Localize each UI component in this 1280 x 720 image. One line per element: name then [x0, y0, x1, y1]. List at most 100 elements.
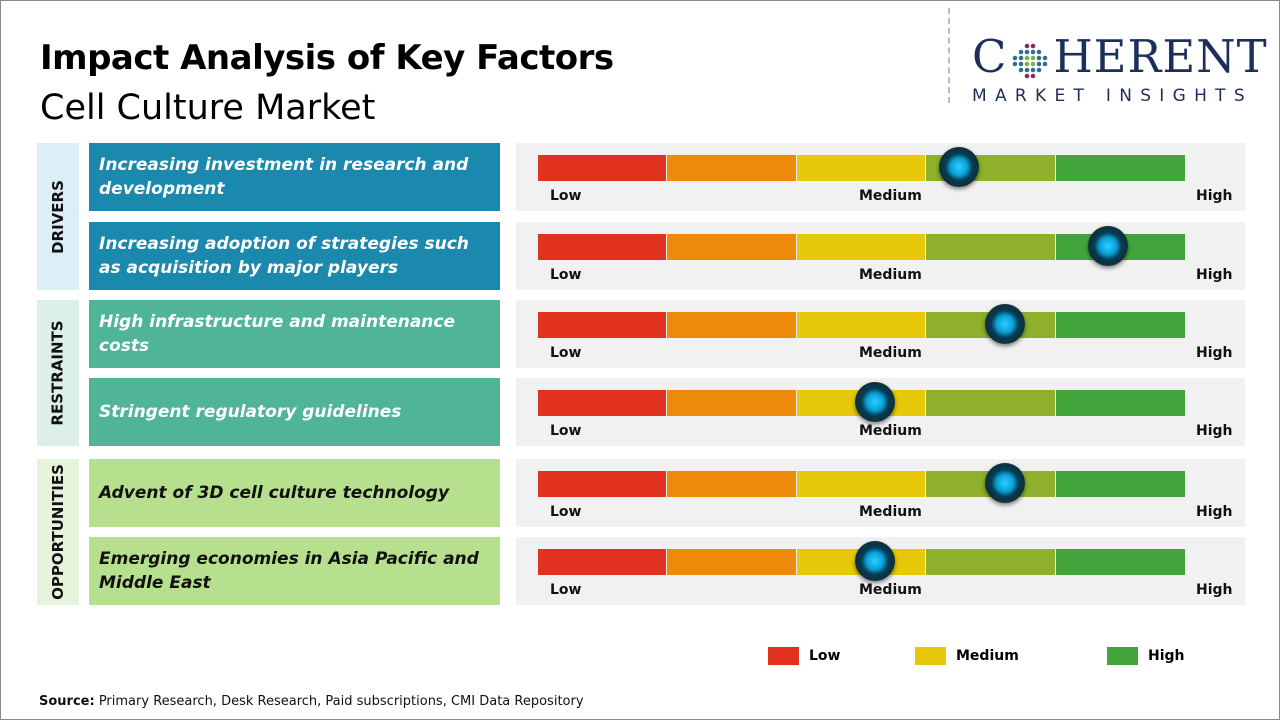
legend-low: Low [768, 647, 840, 665]
scale-low-label: Low [550, 345, 582, 361]
impact-gauge: Low Medium High [516, 143, 1245, 211]
logo-dot [1037, 67, 1042, 72]
logo-dot [1025, 55, 1030, 60]
logo-dot [1043, 61, 1048, 66]
factor-label: Increasing investment in research and de… [89, 143, 500, 211]
factor-label: Stringent regulatory guidelines [89, 378, 500, 446]
impact-gauge: Low Medium High [516, 300, 1245, 368]
logo-dot [1025, 61, 1030, 66]
factor-label: Advent of 3D cell culture technology [89, 459, 500, 527]
gauge-segment [538, 390, 666, 416]
logo-dot [1043, 55, 1048, 60]
gauge-segment [1056, 549, 1185, 575]
gauge-segment [797, 471, 925, 497]
logo-dot [1013, 55, 1018, 60]
scale-low-label: Low [550, 267, 582, 283]
legend-swatch [915, 647, 946, 665]
logo: C HERENT MARKET INSIGHTS [948, 8, 1270, 106]
source-note: Source: Primary Research, Desk Research,… [39, 694, 584, 709]
scale-low-label: Low [550, 504, 582, 520]
scale-high-label: High [1196, 345, 1233, 361]
category-label: OPPORTUNITIES [49, 464, 67, 600]
scale-medium-label: Medium [859, 267, 922, 283]
gauge-segment [1056, 312, 1185, 338]
impact-marker [939, 147, 980, 187]
logo-tagline: MARKET INSIGHTS [972, 86, 1253, 106]
page-title: Impact Analysis of Key Factors [40, 38, 614, 78]
logo-dot [1037, 55, 1042, 60]
scale-medium-label: Medium [859, 188, 922, 204]
scale-medium-label: Medium [859, 582, 922, 598]
category-drivers: DRIVERS [37, 143, 79, 290]
logo-dot [1037, 61, 1042, 66]
gauge-segment [797, 155, 925, 181]
scale-medium-label: Medium [859, 504, 922, 520]
category-label: DRIVERS [49, 179, 68, 254]
impact-gauge: Low Medium High [516, 459, 1245, 527]
logo-dot [1031, 43, 1036, 48]
gauge-segment [926, 390, 1055, 416]
gauge-segment [667, 155, 796, 181]
category-label: RESTRAINTS [49, 320, 68, 426]
logo-dot [1019, 55, 1024, 60]
scale-low-label: Low [550, 582, 582, 598]
category-restraints: RESTRAINTS [37, 300, 79, 446]
impact-marker [1088, 226, 1129, 266]
impact-gauge: Low Medium High [516, 537, 1245, 605]
globe-dots-icon [1013, 43, 1048, 78]
scale-high-label: High [1196, 582, 1233, 598]
scale-medium-label: Medium [859, 345, 922, 361]
gauge-segment [667, 312, 796, 338]
impact-marker [854, 382, 895, 422]
legend-swatch [768, 647, 799, 665]
logo-dot [1025, 43, 1030, 48]
logo-dot [1031, 73, 1036, 78]
logo-dot [1013, 61, 1018, 66]
scale-high-label: High [1196, 267, 1233, 283]
logo-dot [1025, 67, 1030, 72]
gauge-segment [667, 390, 796, 416]
gauge-segment [538, 549, 666, 575]
legend-medium: Medium [915, 647, 1019, 665]
logo-dot [1019, 61, 1024, 66]
gauge-segment [667, 549, 796, 575]
gauge-segment [797, 234, 925, 260]
logo-dot [1031, 55, 1036, 60]
gauge-segment [1056, 390, 1185, 416]
scale-high-label: High [1196, 188, 1233, 204]
gauge-segment [538, 234, 666, 260]
factor-label: High infrastructure and maintenance cost… [89, 300, 500, 368]
page-subtitle: Cell Culture Market [40, 88, 376, 128]
gauge-segment [926, 234, 1055, 260]
logo-dot [1025, 49, 1030, 54]
impact-gauge: Low Medium High [516, 222, 1245, 290]
logo-dot [1031, 67, 1036, 72]
logo-dot [1019, 67, 1024, 72]
scale-low-label: Low [550, 423, 582, 439]
gauge-segment [538, 471, 666, 497]
impact-marker [984, 463, 1025, 503]
scale-medium-label: Medium [859, 423, 922, 439]
gauge-segment [667, 234, 796, 260]
logo-dot [1019, 49, 1024, 54]
logo-dot [1025, 73, 1030, 78]
gauge-segment [926, 549, 1055, 575]
logo-dot [1031, 61, 1036, 66]
gauge-segment [1056, 155, 1185, 181]
gauge-segment [538, 312, 666, 338]
legend-swatch [1107, 647, 1138, 665]
logo-dot [1037, 49, 1042, 54]
impact-marker [854, 541, 895, 581]
factor-label: Increasing adoption of strategies such a… [89, 222, 500, 290]
scale-high-label: High [1196, 423, 1233, 439]
scale-high-label: High [1196, 504, 1233, 520]
category-opportunities: OPPORTUNITIES [37, 459, 79, 605]
legend-high: High [1107, 647, 1185, 665]
gauge-segment [667, 471, 796, 497]
gauge-segment [1056, 471, 1185, 497]
gauge-segment [538, 155, 666, 181]
gauge-segment [797, 312, 925, 338]
logo-dot [1031, 49, 1036, 54]
impact-marker [984, 304, 1025, 344]
scale-low-label: Low [550, 188, 582, 204]
